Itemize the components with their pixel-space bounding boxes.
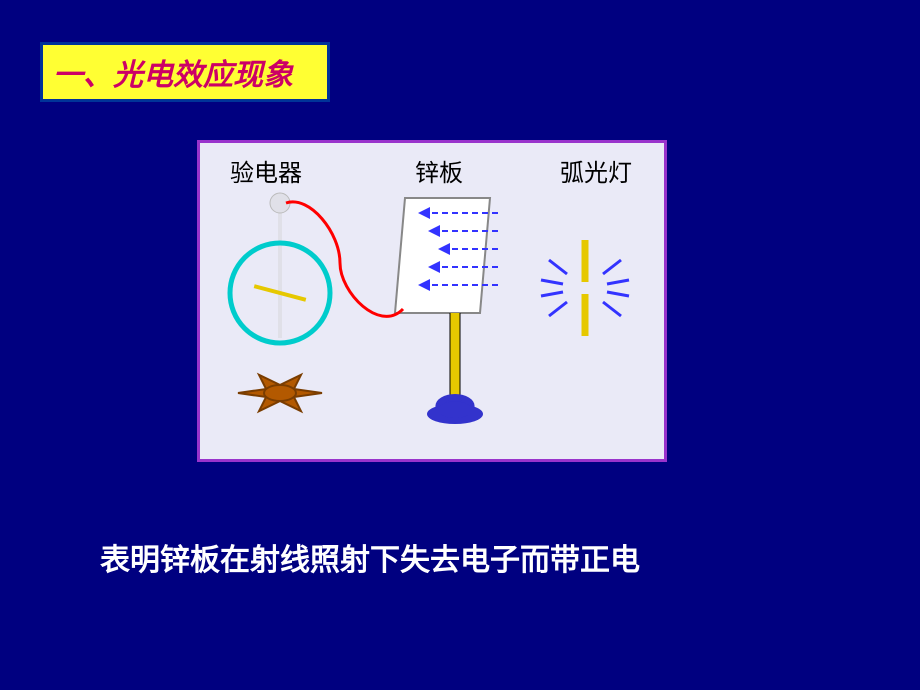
section-title-text: 一、光电效应现象 xyxy=(53,50,293,94)
caption-text: 表明锌板在射线照射下失去电子而带正电 xyxy=(100,535,640,579)
slide: 一、光电效应现象 验电器 锌板 弧光灯 表明锌板在射线照射下失去电子而带正电 xyxy=(0,0,920,690)
experiment-svg xyxy=(200,143,670,465)
section-title: 一、光电效应现象 xyxy=(40,42,330,102)
experiment-figure: 验电器 锌板 弧光灯 xyxy=(197,140,667,462)
